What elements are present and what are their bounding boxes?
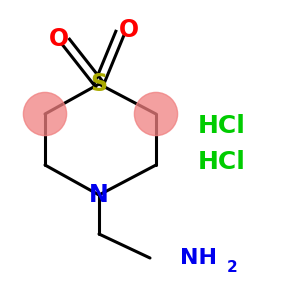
Text: S: S [90, 72, 108, 96]
Text: 2: 2 [226, 260, 237, 274]
Text: O: O [48, 27, 69, 51]
Circle shape [23, 92, 67, 136]
Circle shape [134, 92, 178, 136]
Text: HCl: HCl [198, 114, 246, 138]
Text: O: O [119, 18, 139, 42]
Text: NH: NH [180, 248, 217, 268]
Text: N: N [89, 183, 109, 207]
Text: HCl: HCl [198, 150, 246, 174]
